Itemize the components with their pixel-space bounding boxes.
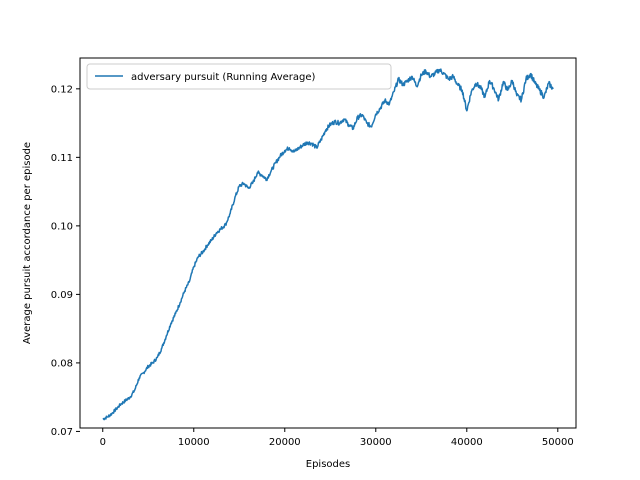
- y-tick-label: 0.11: [51, 153, 73, 164]
- axes-frame: [79, 57, 577, 429]
- y-axis-label: Average pursuit accordance per episode: [22, 142, 33, 344]
- series-line-0: [102, 68, 554, 421]
- y-tick-label: 0.08: [51, 358, 73, 369]
- x-tick-label: 10000: [178, 437, 210, 448]
- legend-box: [86, 63, 392, 90]
- y-tick-label: 0.10: [51, 221, 73, 232]
- x-tick-label: 20000: [269, 437, 301, 448]
- legend: adversary pursuit (Running Average): [86, 63, 392, 90]
- x-axis-label: Episodes: [306, 459, 350, 470]
- y-tick-label: 0.07: [51, 427, 73, 438]
- x-tick-label: 0: [100, 437, 106, 448]
- x-tick-label: 30000: [360, 437, 392, 448]
- x-tick-label: 50000: [542, 437, 574, 448]
- x-tick-label: 40000: [451, 437, 483, 448]
- plot-area: [102, 68, 554, 421]
- y-tick-label: 0.09: [51, 290, 73, 301]
- axis-ticks: 0 10000 20000 30000 40000 50000 0.07 0.08 0.09 0.…: [51, 84, 574, 448]
- y-tick-label: 0.12: [51, 84, 73, 95]
- legend-entry-label: adversary pursuit (Running Average): [131, 72, 316, 83]
